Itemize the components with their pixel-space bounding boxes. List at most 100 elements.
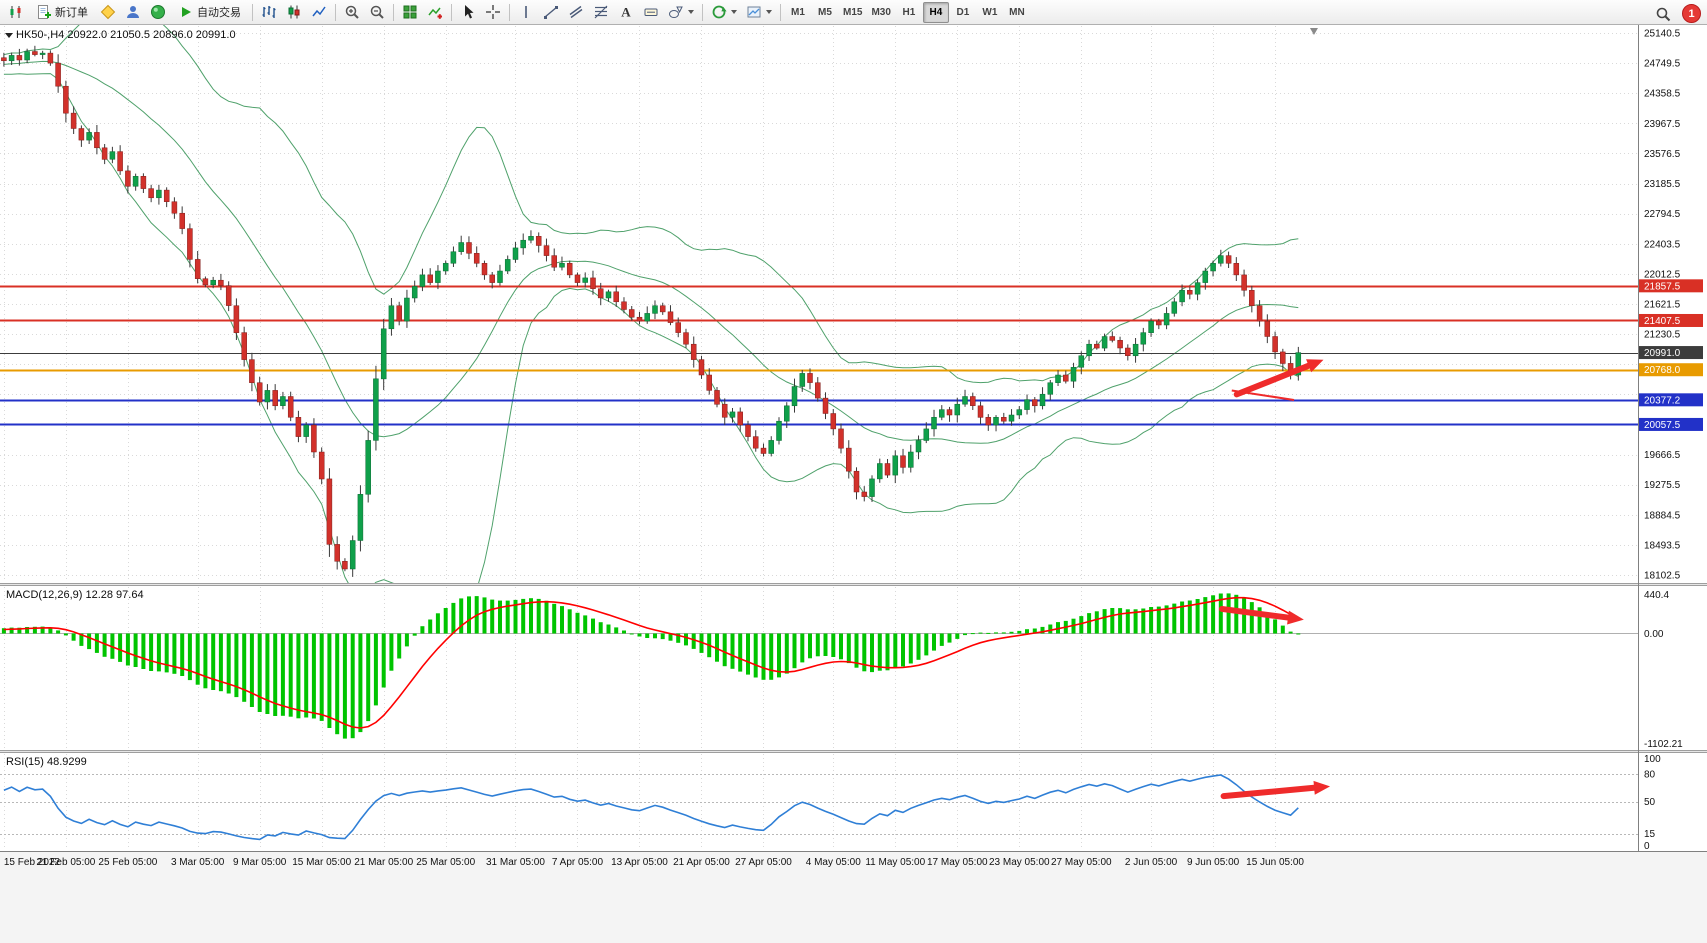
- line-chart-icon: [312, 6, 326, 17]
- timeframe-m15-button[interactable]: M15: [843, 6, 863, 18]
- zoom-in-button[interactable]: [340, 2, 364, 23]
- shapes-icon: [669, 6, 683, 18]
- notification-badge[interactable]: 1: [1682, 4, 1701, 23]
- price-tick-label: 18884.5: [1644, 510, 1681, 521]
- app-logo-icon: [10, 6, 21, 18]
- timeframe-mn-button[interactable]: MN: [1009, 6, 1025, 18]
- new-order-button[interactable]: 新订单: [29, 2, 95, 23]
- add-indicator-button[interactable]: [423, 2, 447, 23]
- rsi-tick-label: 50: [1644, 797, 1656, 808]
- price-badge-label: 21857.5: [1644, 281, 1681, 292]
- zoom-out-button[interactable]: [365, 2, 389, 23]
- annotation-arrowhead: [1287, 610, 1304, 625]
- price-badge-20057.5: [1639, 417, 1703, 431]
- time-label: 17 May 05:00: [927, 857, 988, 868]
- candles: [1, 45, 1302, 577]
- price-tick-label: 21621.5: [1644, 300, 1681, 311]
- price-tick-label: 23576.5: [1644, 149, 1681, 160]
- toolbar: 新订单 自动交易: [0, 0, 1707, 25]
- search-button[interactable]: [1651, 3, 1675, 24]
- time-label: 11 May 05:00: [865, 857, 925, 868]
- time-label: 27 May 05:00: [1051, 857, 1112, 868]
- annotation-arrow[interactable]: [1220, 784, 1318, 800]
- symbol-dropdown-icon[interactable]: [5, 33, 13, 38]
- time-label: 25 Mar 05:00: [416, 857, 475, 868]
- line-chart-button[interactable]: [307, 2, 331, 23]
- fibonacci-button[interactable]: [589, 2, 613, 23]
- market-watch-icon: [100, 4, 116, 20]
- time-label: 15 Jun 05:00: [1246, 857, 1304, 868]
- template-icon: [747, 6, 761, 18]
- text-tool-icon: A: [621, 5, 631, 20]
- price-badge-label: 20768.0: [1644, 365, 1681, 376]
- macd-max-label: 440.4: [1644, 590, 1669, 601]
- bar-chart-button[interactable]: [257, 2, 281, 23]
- time-label: 9 Mar 05:00: [233, 857, 287, 868]
- svg-text:A: A: [621, 5, 631, 20]
- time-label: 15 Feb 2022: [4, 857, 61, 868]
- cycles-button[interactable]: [707, 2, 741, 23]
- trendline-icon: [544, 6, 558, 19]
- time-label: 21 Feb 05:00: [36, 857, 95, 868]
- text-tool-button[interactable]: A: [614, 2, 638, 23]
- timeframe-w1-button[interactable]: W1: [982, 6, 998, 18]
- price-badge-label: 20057.5: [1644, 420, 1681, 431]
- price-tick-label: 23967.5: [1644, 119, 1681, 130]
- price-tick-label: 18102.5: [1644, 571, 1681, 582]
- vertical-line-icon: [525, 6, 527, 18]
- price-tick-label: 25140.5: [1644, 29, 1681, 40]
- crosshair-button[interactable]: [481, 2, 505, 23]
- macd-min-label: -1102.21: [1644, 739, 1683, 750]
- annotation-arrow[interactable]: [1233, 362, 1312, 398]
- macd-header: MACD(12,26,9) 12.28 97.64: [6, 589, 144, 601]
- timeframe-m30-button[interactable]: M30: [871, 6, 891, 18]
- price-badge-21407.5: [1639, 313, 1703, 327]
- time-label: 27 Apr 05:00: [735, 857, 792, 868]
- cursor-button[interactable]: [456, 2, 480, 23]
- autotrading-play-icon: [182, 7, 191, 17]
- toolbar-separator: [509, 3, 510, 21]
- price-tick-label: 22012.5: [1644, 269, 1681, 280]
- timeframe-m5-button[interactable]: M5: [818, 6, 832, 18]
- rsi-header: RSI(15) 48.9299: [6, 756, 87, 768]
- price-badge-20768.0: [1639, 363, 1703, 377]
- toolbar-separator: [780, 3, 781, 21]
- price-tick-label: 22794.5: [1644, 209, 1681, 220]
- chart-symbol-header: HK50-,H4 20922.0 21050.5 20896.0 20991.0: [16, 29, 236, 41]
- time-label: 3 Mar 05:00: [171, 857, 225, 868]
- time-label: 21 Mar 05:00: [354, 857, 413, 868]
- shapes-button[interactable]: [664, 2, 698, 23]
- panel-splitter[interactable]: [0, 750, 1707, 753]
- autotrading-button[interactable]: 自动交易: [171, 2, 248, 23]
- annotation-arrowhead: [1306, 359, 1324, 373]
- tile-windows-icon: [403, 5, 417, 19]
- price-badge-21857.5: [1639, 279, 1703, 293]
- tile-windows-button[interactable]: [398, 2, 422, 23]
- annotation-arrow[interactable]: [1218, 605, 1291, 621]
- timeframe-d1-button[interactable]: D1: [956, 6, 970, 18]
- equidistant-channel-button[interactable]: [564, 2, 588, 23]
- candlestick-chart-button[interactable]: [282, 2, 306, 23]
- navigator-button[interactable]: [146, 2, 170, 23]
- macd-plot: [1, 593, 1301, 739]
- market-watch-button[interactable]: [96, 2, 120, 23]
- annotation-arrowhead: [1313, 780, 1331, 795]
- timeframe-m1-button[interactable]: M1: [791, 6, 805, 18]
- label-tool-button[interactable]: [639, 2, 663, 23]
- trendline-button[interactable]: [539, 2, 563, 23]
- rsi-tick-label: 80: [1644, 769, 1656, 780]
- vertical-line-button[interactable]: [514, 2, 538, 23]
- time-label: 4 May 05:00: [806, 857, 861, 868]
- zoom-out-icon: [370, 5, 384, 19]
- rsi-line: [3, 774, 1299, 841]
- time-label: 13 Apr 05:00: [611, 857, 668, 868]
- data-window-button[interactable]: [121, 2, 145, 23]
- time-axis[interactable]: [0, 851, 1707, 943]
- template-button[interactable]: [742, 2, 776, 23]
- chart-shift-marker-icon[interactable]: [1309, 28, 1318, 35]
- macd-zero-label: 0.00: [1644, 629, 1664, 640]
- timeframe-h4-button[interactable]: H4: [922, 1, 949, 23]
- timeframe-h1-button[interactable]: H1: [902, 6, 916, 18]
- panel-splitter[interactable]: [0, 583, 1707, 586]
